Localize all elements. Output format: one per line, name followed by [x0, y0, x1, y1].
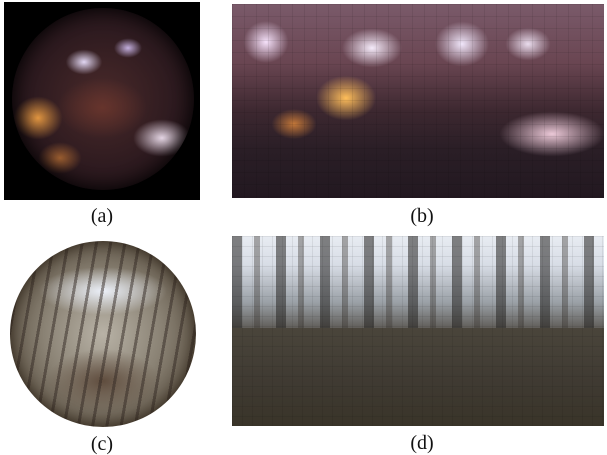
mirror-ball [12, 8, 194, 190]
mirror-ball-indoor-image [4, 2, 200, 200]
caption-a: (a) [90, 205, 114, 227]
panorama-indoor-image [232, 4, 604, 198]
caption-d: (d) [410, 432, 434, 454]
mirror-ball [10, 241, 196, 427]
panorama-forest-image [232, 236, 604, 426]
caption-c: (c) [90, 433, 114, 455]
mirror-ball-forest-image [4, 237, 200, 433]
caption-b: (b) [410, 205, 434, 227]
